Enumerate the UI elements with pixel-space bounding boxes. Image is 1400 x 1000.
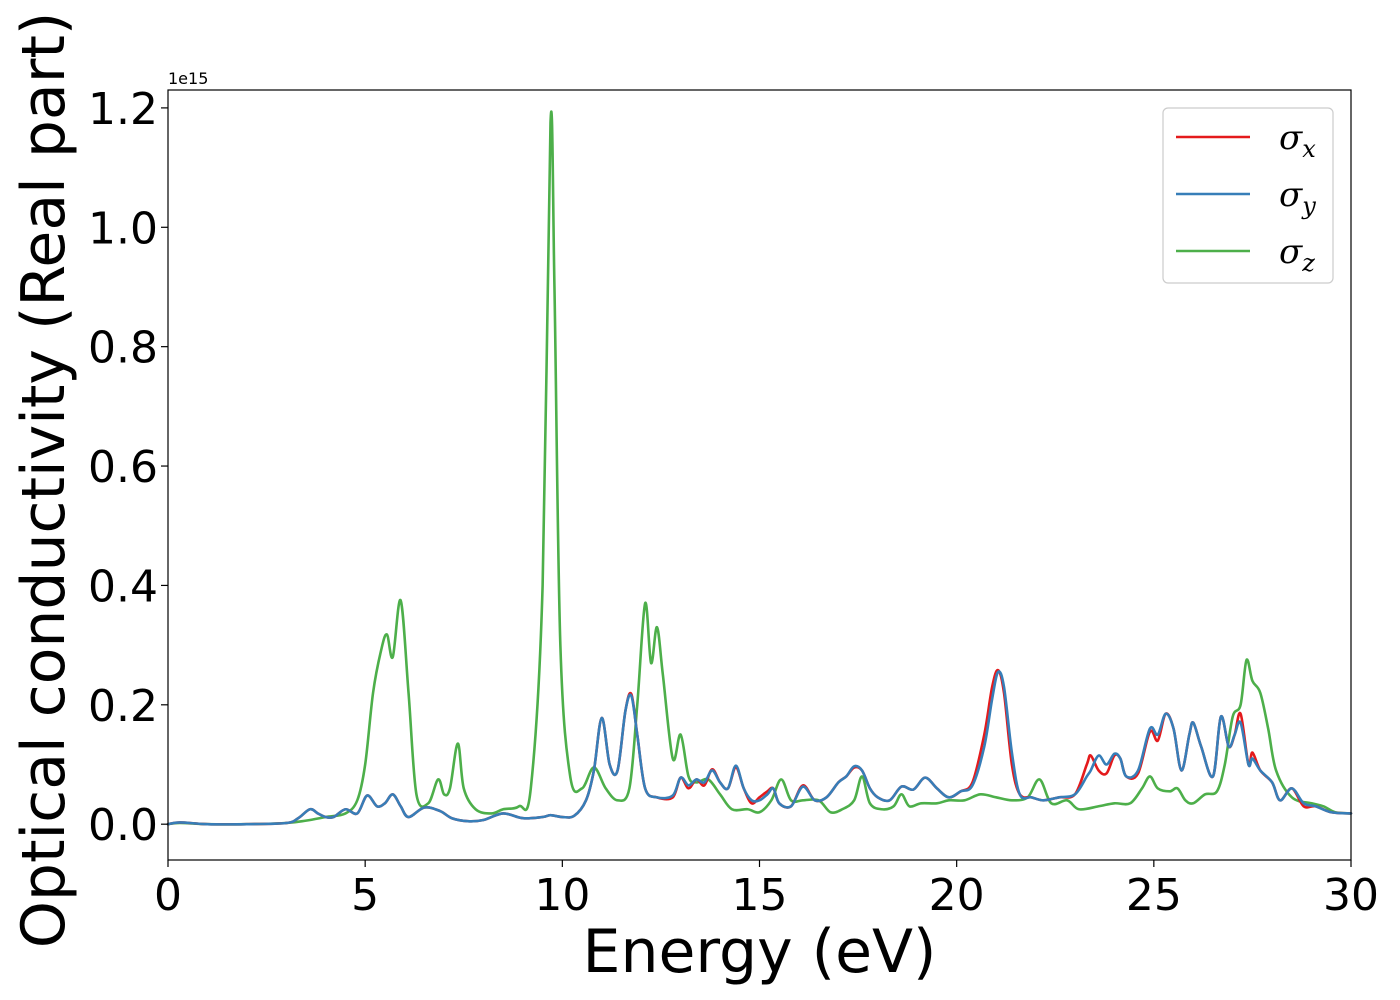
- y-tick-label: 0.4: [88, 561, 158, 612]
- y-tick-label: 1.0: [88, 203, 158, 254]
- y-offset-label: 1e15: [168, 69, 208, 88]
- x-tick-label: 15: [732, 870, 788, 921]
- x-tick-label: 20: [929, 870, 985, 921]
- y-tick-label: 0.0: [88, 800, 158, 851]
- x-tick-label: 0: [154, 870, 182, 921]
- legend-subscript-x: x: [1302, 135, 1316, 163]
- x-tick-label: 10: [534, 870, 590, 921]
- axes-layer: 0 5 10 15 20 25 30 0.0 0.2 0.4 0.6 0.8 1.0 1.2: [88, 84, 1379, 921]
- y-axis-title: Optical conductivity (Real part): [9, 12, 79, 949]
- y-tick-label: 0.2: [88, 681, 158, 732]
- series-layer: [166, 110, 1353, 826]
- y-tick-label: 0.8: [88, 323, 158, 374]
- x-tick-label: 25: [1126, 870, 1182, 921]
- legend-subscript-z: z: [1301, 249, 1315, 277]
- x-tick-label: 30: [1323, 870, 1379, 921]
- legend-subscript-y: y: [1301, 192, 1316, 220]
- y-tick-label: 0.6: [88, 442, 158, 493]
- legend-box: [1162, 107, 1334, 284]
- x-tick-label: 5: [351, 870, 379, 921]
- series-line-y: [166, 670, 1353, 826]
- y-tick-label: 1.2: [88, 84, 158, 135]
- series-line-z: [166, 110, 1353, 826]
- x-axis-title: Energy (eV): [583, 917, 937, 987]
